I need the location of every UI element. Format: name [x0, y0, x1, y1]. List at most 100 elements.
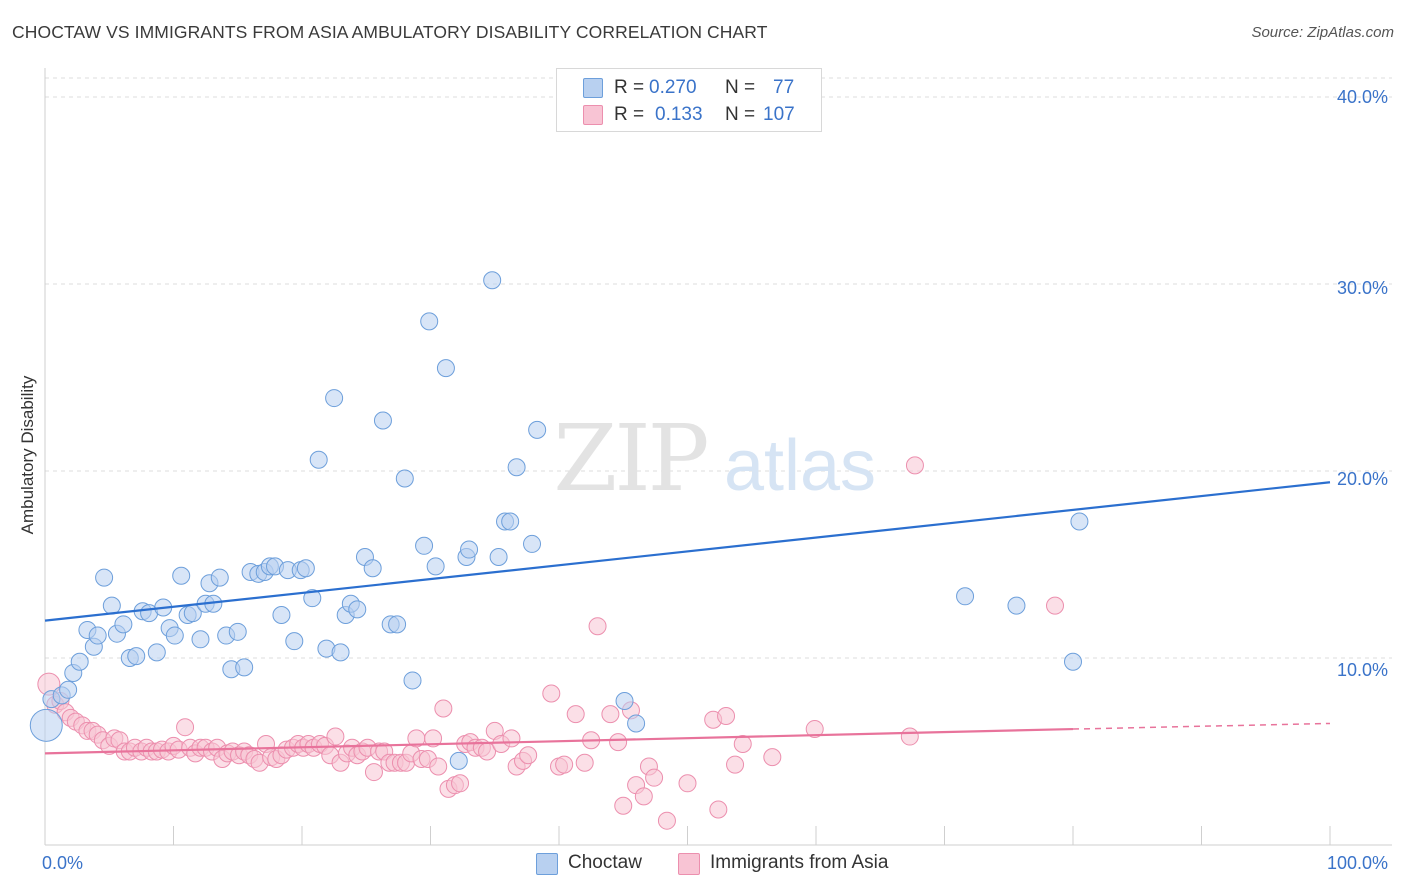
legend-r-label: R = — [614, 77, 645, 98]
data-point — [601, 705, 620, 724]
data-point — [615, 692, 634, 711]
data-point — [420, 312, 439, 331]
data-point — [309, 450, 328, 469]
data-point — [70, 652, 89, 671]
data-point — [95, 568, 114, 587]
data-point — [905, 456, 924, 475]
bottom-legend-swatch-asia — [678, 853, 700, 875]
data-point — [566, 705, 585, 724]
bottom-legend-label-choctaw: Choctaw — [568, 852, 642, 873]
data-point — [634, 787, 653, 806]
data-point — [388, 615, 407, 634]
data-point — [657, 811, 676, 830]
data-point — [373, 411, 392, 430]
data-point — [1070, 512, 1089, 531]
data-point — [501, 512, 520, 531]
trend-line-asia-extension — [1072, 722, 1331, 730]
data-point — [285, 632, 304, 651]
trend-line-asia — [44, 727, 1074, 755]
data-point — [609, 733, 628, 752]
data-point — [147, 643, 166, 662]
data-point — [363, 559, 382, 578]
data-point — [102, 596, 121, 615]
legend-r-value: 0.133 — [655, 104, 703, 125]
data-point — [678, 774, 697, 793]
data-point — [303, 589, 322, 608]
data-point — [429, 757, 448, 776]
data-point — [348, 600, 367, 619]
data-point — [1046, 596, 1065, 615]
y-tick-40: 40.0% — [1337, 87, 1389, 107]
data-point — [528, 420, 547, 439]
data-point — [326, 727, 345, 746]
data-point — [542, 684, 561, 703]
data-point — [502, 729, 521, 748]
data-point — [763, 748, 782, 767]
x-tick-100: 100.0% — [1327, 853, 1389, 873]
data-point — [460, 540, 479, 559]
data-point — [88, 626, 107, 645]
data-point — [956, 587, 975, 606]
watermark: ZIP atlas — [553, 405, 876, 512]
data-point — [272, 605, 291, 624]
legend-row-asia: R = 0.133 N = 107 — [557, 100, 821, 126]
data-point — [489, 548, 508, 567]
data-point — [364, 763, 383, 782]
trend-lines — [44, 481, 1331, 755]
legend-swatch-choctaw — [583, 78, 603, 98]
data-point — [235, 658, 254, 677]
legend-row-choctaw: R = 0.270 N = 77 — [557, 73, 821, 99]
legend-r-label: R = — [614, 104, 645, 125]
data-point — [733, 735, 752, 754]
data-point — [403, 671, 422, 690]
y-tick-10: 10.0% — [1337, 660, 1389, 680]
data-point — [575, 753, 594, 772]
legend-n-value: 107 — [763, 104, 795, 125]
series-choctaw-points — [29, 271, 1089, 770]
legend-n-label: N = — [725, 104, 756, 125]
data-point — [449, 751, 468, 770]
data-point — [717, 706, 736, 725]
data-point — [645, 768, 664, 787]
trend-line-choctaw — [44, 481, 1331, 622]
legend-r-value: 0.270 — [649, 77, 697, 98]
data-point — [507, 458, 526, 477]
data-point — [519, 746, 538, 765]
data-point — [805, 720, 824, 739]
data-point — [415, 536, 434, 555]
series-asia-points — [37, 456, 1065, 830]
data-point — [395, 469, 414, 488]
legend-n-label: N = — [725, 77, 756, 98]
data-point — [165, 626, 184, 645]
data-point — [436, 359, 455, 378]
data-point — [191, 630, 210, 649]
data-point — [483, 271, 502, 290]
data-point — [127, 647, 146, 666]
data-point — [172, 566, 191, 585]
data-point — [588, 617, 607, 636]
data-point — [210, 568, 229, 587]
bottom-legend-label-asia: Immigrants from Asia — [710, 852, 889, 873]
data-point — [555, 755, 574, 774]
bottom-legend-swatch-choctaw — [536, 853, 558, 875]
y-tick-20: 20.0% — [1337, 469, 1389, 489]
data-point — [228, 622, 247, 641]
data-point — [331, 643, 350, 662]
data-point — [614, 796, 633, 815]
legend-n-value: 77 — [773, 77, 795, 98]
data-point — [451, 774, 470, 793]
x-tick-0: 0.0% — [42, 853, 84, 873]
data-point — [59, 680, 78, 699]
data-point — [1064, 652, 1082, 671]
data-point — [523, 534, 542, 553]
data-point — [1007, 596, 1026, 615]
data-point — [424, 729, 443, 748]
data-point — [434, 699, 453, 718]
y-tick-30: 30.0% — [1337, 278, 1389, 298]
y-axis-label: Ambulatory Disability — [18, 375, 37, 535]
data-point — [296, 559, 315, 578]
data-point — [709, 800, 728, 819]
watermark-zip: ZIP — [553, 405, 706, 512]
source-label: Source: ZipAtlas.com — [1251, 24, 1394, 41]
